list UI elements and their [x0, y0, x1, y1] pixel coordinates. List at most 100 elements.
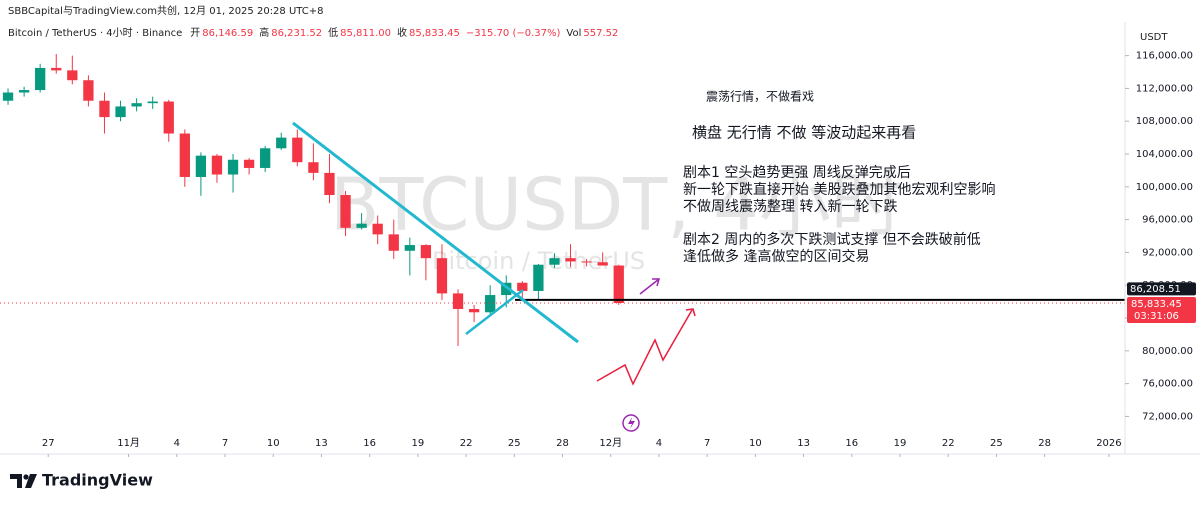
- volume: 557.52: [583, 28, 618, 39]
- countdown: 03:31:06: [1134, 311, 1179, 322]
- ohlc-value: 85,833.45: [409, 28, 460, 39]
- candle-body: [67, 70, 78, 81]
- volume-label: Vol: [566, 28, 581, 39]
- candle-body: [452, 293, 464, 309]
- annotation: 剧本2 周内的多次下跌测试支撑 但不会跌破前低: [683, 231, 981, 248]
- y-tick-label: 76,000.00: [1142, 379, 1193, 390]
- logo-mark: [25, 474, 37, 488]
- y-tick-label: 92,000.00: [1142, 247, 1193, 258]
- currency: USDT: [1140, 32, 1168, 43]
- ohlc-label: 低: [328, 26, 338, 39]
- candle-body: [18, 90, 30, 93]
- candle-body: [501, 282, 512, 296]
- ohlc-value: 86,231.52: [271, 28, 322, 39]
- watermark: BTCUSDT, 4小时: [330, 163, 903, 247]
- candle-body: [468, 309, 480, 313]
- annotation: 横盘 无行情 不做 等波动起来再看: [692, 124, 916, 142]
- symbol: Bitcoin / TetherUS · 4小时 · Binance: [8, 27, 182, 39]
- logo: TradingView: [10, 471, 153, 490]
- candle-body: [179, 133, 190, 177]
- y-tick-label: 104,000.00: [1136, 149, 1193, 160]
- x-tick-label: 28: [556, 438, 569, 449]
- support-line: [465, 289, 524, 335]
- candle-body: [260, 148, 271, 168]
- candle-body: [356, 223, 367, 228]
- candle-body: [276, 137, 287, 149]
- y-tick-label: 112,000.00: [1136, 83, 1193, 94]
- x-tick-label: 12月: [599, 437, 622, 449]
- price-axis: [1125, 22, 1200, 454]
- x-tick-label: 4: [174, 438, 180, 449]
- event-icon[interactable]: [622, 414, 640, 432]
- arrow-head: [652, 278, 660, 287]
- y-tick-label: 116,000.00: [1136, 51, 1193, 62]
- event-icon-bolt: [628, 417, 635, 429]
- x-tick-label: 22: [460, 438, 473, 449]
- logo-mark: [10, 474, 22, 488]
- candle-body: [83, 80, 94, 101]
- x-tick-label: 2026: [1096, 438, 1121, 449]
- candle-body: [51, 67, 62, 71]
- candle-body: [581, 261, 592, 263]
- y-tick-label: 108,000.00: [1136, 116, 1193, 127]
- candle-body: [324, 172, 335, 196]
- candle-body: [163, 101, 174, 134]
- y-tick-label: 80,000.00: [1142, 346, 1193, 357]
- logo-mark: [23, 474, 29, 480]
- candle-body: [485, 295, 496, 313]
- candle-body: [613, 265, 624, 303]
- annotation: 剧本1 空头趋势更强 周线反弹完成后: [683, 165, 911, 181]
- candle-body: [533, 264, 544, 291]
- ohlc-label: 收: [397, 26, 407, 39]
- annotation: 新一轮下跌直接开始 美股跌叠加其他宏观利空影响: [683, 181, 995, 198]
- ohlc-label: 开: [190, 28, 200, 39]
- last-price-label: 85,833.45: [1131, 299, 1182, 310]
- y-tick-label: 72,000.00: [1142, 411, 1193, 422]
- x-tick-label: 7: [222, 438, 228, 449]
- last-price-tag-bg: [1127, 296, 1196, 323]
- candle-body: [2, 92, 14, 101]
- x-tick-label: 25: [508, 438, 521, 449]
- arrow-head: [685, 308, 696, 317]
- candle-body: [131, 103, 142, 107]
- x-tick-label: 13: [315, 438, 328, 449]
- candle-body: [597, 262, 608, 266]
- candle-body: [195, 155, 207, 177]
- candle-body: [227, 159, 239, 175]
- x-tick-label: 22: [942, 438, 955, 449]
- candle-body: [147, 101, 158, 104]
- x-tick-label: 19: [894, 438, 907, 449]
- candle-body: [292, 137, 303, 163]
- x-tick-label: 16: [363, 438, 376, 449]
- candle-body: [243, 159, 255, 168]
- ohlc-value: 85,811.00: [340, 28, 391, 39]
- candle-body: [115, 106, 126, 118]
- x-tick-label: 10: [267, 438, 280, 449]
- trend-line: [292, 121, 579, 344]
- y-tick-label: 100,000.00: [1136, 182, 1193, 193]
- candle-body: [404, 245, 415, 251]
- candle-body: [388, 234, 399, 251]
- y-tick-label: 96,000.00: [1142, 215, 1193, 226]
- candle-body: [35, 67, 46, 91]
- candle-body: [340, 195, 351, 228]
- x-tick-label: 10: [749, 438, 762, 449]
- x-tick-label: 27: [42, 438, 55, 449]
- x-tick-label: 19: [411, 438, 424, 449]
- x-tick-label: 28: [1038, 438, 1051, 449]
- x-tick-label: 11月: [117, 437, 140, 449]
- zigzag-arrow: [596, 309, 693, 386]
- drawings: [292, 121, 696, 432]
- x-tick-label: 25: [990, 438, 1003, 449]
- change: −315.70 (−0.37%): [466, 28, 561, 39]
- header: SBBCapital与TradingView.com共创, 12月 01, 20…: [8, 4, 324, 17]
- candle-body: [420, 245, 432, 259]
- annotation: 不做周线震荡整理 转入新一轮下跌: [683, 199, 897, 215]
- candle-body: [372, 223, 383, 235]
- arrow: [639, 278, 660, 295]
- x-tick-label: 4: [656, 438, 662, 449]
- candle-body: [211, 155, 223, 175]
- candle-body: [99, 100, 110, 118]
